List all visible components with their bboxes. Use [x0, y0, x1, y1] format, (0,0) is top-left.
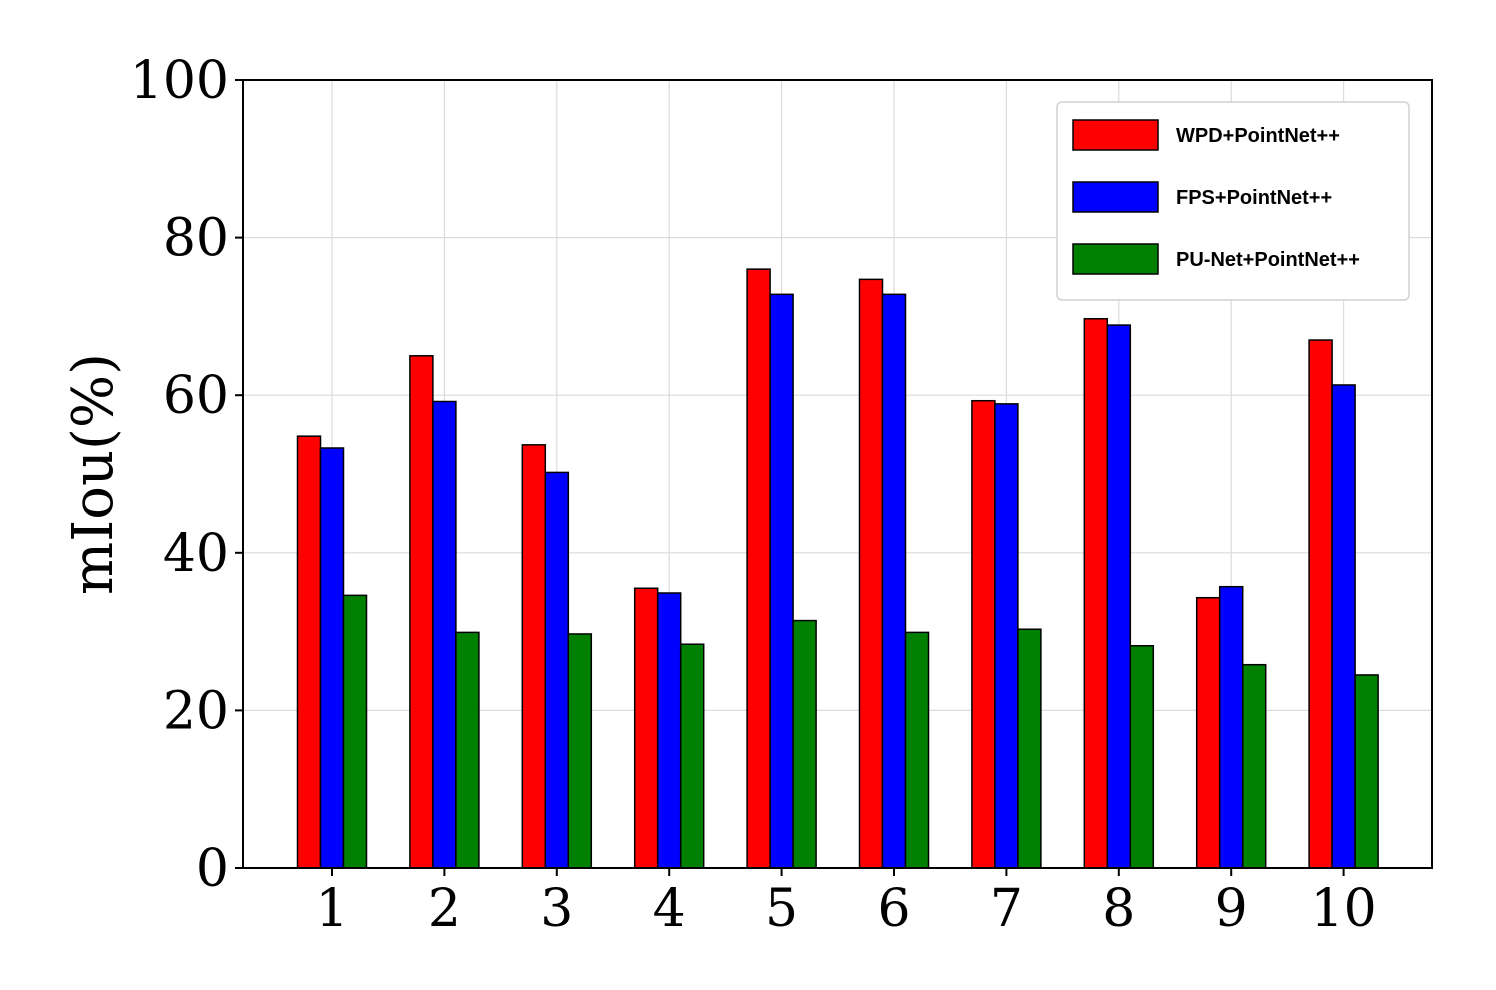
- x-tick-label: 5: [765, 879, 798, 939]
- y-tick-label: 20: [163, 681, 229, 741]
- legend-swatch: [1072, 243, 1159, 275]
- bar-fps-pointnet--1: [319, 447, 345, 869]
- x-tick-label: 8: [1102, 879, 1135, 939]
- bar-pu-net-pointnet--8: [1129, 645, 1155, 869]
- bar-pu-net-pointnet--1: [342, 594, 368, 869]
- x-tick-label: 4: [653, 879, 686, 939]
- bar-pu-net-pointnet--2: [455, 631, 480, 869]
- bar-fps-pointnet--3: [544, 471, 570, 869]
- legend-label: WPD+PointNet++: [1176, 125, 1340, 147]
- legend-label: PU-Net+PointNet++: [1176, 249, 1360, 271]
- plot-area-frame: [242, 79, 1433, 869]
- y-tick-label: 0: [196, 839, 229, 899]
- bars: [296, 268, 1379, 869]
- bar-fps-pointnet--10: [1331, 384, 1356, 869]
- y-tick-label: 100: [130, 51, 229, 111]
- bar-wpd-pointnet--10: [1308, 339, 1333, 869]
- y-tick-label: 80: [163, 209, 229, 269]
- y-axis-label: mIou(%): [61, 353, 126, 595]
- y-tick-label: 60: [163, 366, 229, 426]
- bar-wpd-pointnet--7: [971, 399, 996, 869]
- legend-swatch: [1072, 181, 1159, 213]
- bar-pu-net-pointnet--6: [904, 631, 930, 869]
- axis-ticks: 0 20 40 60 80 100 1 2 3 4 5 6 7 8 9 10: [130, 51, 1377, 939]
- x-tick-label: 2: [428, 879, 461, 939]
- bar-fps-pointnet--7: [994, 403, 1019, 869]
- x-tick-label: 3: [540, 879, 573, 939]
- legend-label: FPS+PointNet++: [1176, 187, 1332, 209]
- bar-fps-pointnet--5: [769, 293, 794, 869]
- bar-wpd-pointnet--6: [858, 278, 884, 869]
- bar-pu-net-pointnet--4: [679, 643, 705, 869]
- bar-wpd-pointnet--2: [409, 355, 434, 869]
- bar-wpd-pointnet--3: [521, 444, 547, 869]
- x-tick-label: 1: [315, 879, 348, 939]
- legend-swatch: [1072, 119, 1159, 151]
- bar-fps-pointnet--2: [432, 400, 457, 869]
- legend: WPD+PointNet++ FPS+PointNet++ PU-Net+Point…: [1056, 101, 1410, 301]
- bar-wpd-pointnet--4: [633, 587, 659, 869]
- bar-fps-pointnet--8: [1106, 324, 1132, 869]
- bar-fps-pointnet--6: [881, 293, 907, 869]
- y-tick-label: 40: [163, 524, 229, 584]
- bar-wpd-pointnet--9: [1195, 596, 1221, 869]
- bar-fps-pointnet--4: [656, 592, 682, 869]
- bar-pu-net-pointnet--5: [792, 619, 817, 869]
- bar-pu-net-pointnet--7: [1017, 628, 1042, 869]
- bar-wpd-pointnet--1: [296, 435, 322, 869]
- bar-wpd-pointnet--8: [1083, 318, 1109, 869]
- x-tick-label: 9: [1215, 879, 1248, 939]
- x-tick-label: 6: [877, 879, 910, 939]
- bar-pu-net-pointnet--10: [1354, 674, 1379, 869]
- bar-wpd-pointnet--5: [746, 268, 771, 869]
- x-tick-label: 10: [1311, 879, 1377, 939]
- bar-fps-pointnet--9: [1218, 585, 1244, 869]
- x-tick-label: 7: [990, 879, 1023, 939]
- bar-pu-net-pointnet--3: [567, 633, 593, 869]
- bar-pu-net-pointnet--9: [1241, 663, 1267, 869]
